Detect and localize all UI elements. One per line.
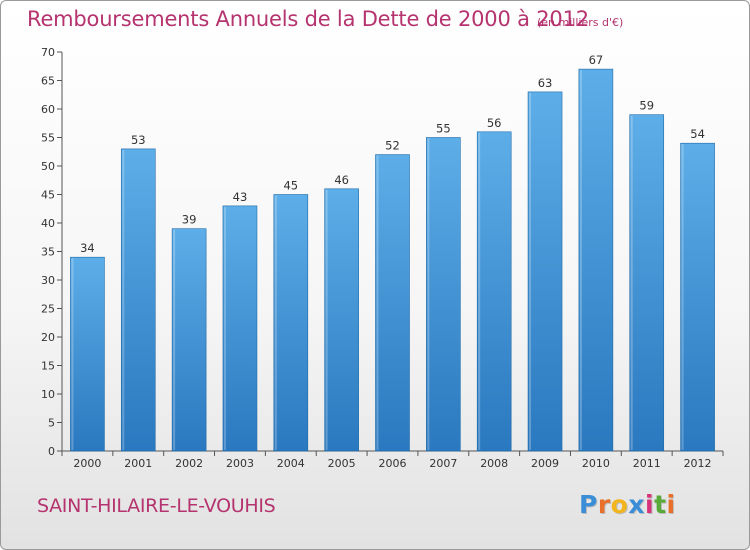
y-tick-label: 10 <box>41 388 55 401</box>
bar-2009 <box>527 91 563 452</box>
x-tick-label-2009: 2009 <box>531 457 559 470</box>
bar-highlight <box>71 258 74 450</box>
y-tick-label: 30 <box>41 274 55 287</box>
x-tick-label-2006: 2006 <box>379 457 407 470</box>
bar-highlight <box>325 189 328 451</box>
value-label-2001: 53 <box>131 133 146 147</box>
bar-highlight <box>630 115 633 450</box>
logo-letter: t <box>654 490 667 519</box>
unit-label: (en milliers d'€) <box>537 16 624 29</box>
y-tick-label: 50 <box>41 160 55 173</box>
value-label-2009: 63 <box>538 76 553 90</box>
bar-highlight <box>376 155 379 450</box>
bars <box>70 68 715 452</box>
value-label-2007: 55 <box>436 122 451 136</box>
x-tick-label-2008: 2008 <box>480 457 508 470</box>
y-tick-label: 55 <box>41 132 55 145</box>
bar-2001 <box>120 148 156 452</box>
proxiti-logo: Proxiti <box>579 490 676 519</box>
bar-highlight <box>681 144 684 450</box>
value-label-2004: 45 <box>283 179 298 193</box>
y-tick-label: 40 <box>41 217 55 230</box>
bar-2011 <box>629 114 665 452</box>
y-tick-label: 0 <box>48 445 55 458</box>
y-tick-label: 5 <box>48 417 55 430</box>
bar-2008 <box>476 131 512 452</box>
y-tick-label: 15 <box>41 360 55 373</box>
bar-2004 <box>273 194 309 452</box>
logo-letter: o <box>610 490 629 519</box>
x-tick-label-2010: 2010 <box>582 457 610 470</box>
y-tick-label: 60 <box>41 103 55 116</box>
bar-highlight <box>427 138 430 450</box>
value-label-2011: 59 <box>639 99 654 113</box>
bar-highlight <box>274 195 277 450</box>
y-tick-label: 25 <box>41 303 55 316</box>
value-label-2008: 56 <box>487 116 502 130</box>
bar-2007 <box>426 137 461 452</box>
logo-letter: i <box>645 490 655 519</box>
x-tick-label-2007: 2007 <box>429 457 457 470</box>
value-label-2006: 52 <box>385 139 400 153</box>
x-tick-label-2001: 2001 <box>124 457 152 470</box>
bar-2003 <box>222 205 258 452</box>
bar-2010 <box>578 68 614 452</box>
value-label-2003: 43 <box>233 190 248 204</box>
y-tick-label: 20 <box>41 331 55 344</box>
value-label-2002: 39 <box>182 213 197 227</box>
x-tick-label-2003: 2003 <box>226 457 254 470</box>
bar-2000 <box>70 256 105 452</box>
bar-highlight <box>223 206 226 450</box>
axes: 0 5 10 15 20 25 30 35 40 45 50 55 60 65 70 2000 2001 2002… <box>41 46 724 470</box>
y-tick-label: 35 <box>41 246 55 259</box>
chart-title: Remboursements Annuels de la Dette de 20… <box>27 7 589 31</box>
logo-letter: P <box>579 490 598 519</box>
y-tick-label: 45 <box>41 189 55 202</box>
bar-highlight <box>529 92 532 451</box>
bar-highlight <box>579 70 582 450</box>
value-label-2005: 46 <box>334 173 349 187</box>
value-label-2010: 67 <box>589 53 604 67</box>
bar-2006 <box>375 154 410 452</box>
bar-highlight <box>478 132 481 451</box>
y-tick-label: 70 <box>41 46 55 59</box>
value-label-2012: 54 <box>690 127 705 141</box>
x-tick-label-2004: 2004 <box>277 457 305 470</box>
commune-name: SAINT-HILAIRE-LE-VOUHIS <box>37 495 276 517</box>
value-labels: 34 53 39 43 45 46 52 55 56 63 67 59 54 <box>80 53 705 255</box>
y-tick-label: 65 <box>41 75 55 88</box>
logo-letter: r <box>597 490 611 519</box>
bar-2002 <box>171 228 207 452</box>
bar-highlight <box>173 229 176 450</box>
bar-2012 <box>680 142 715 452</box>
bar-highlight <box>122 149 125 450</box>
logo-letter: i <box>666 490 676 519</box>
logo-letter: x <box>628 490 645 519</box>
bar-2005 <box>324 188 359 452</box>
x-tick-label-2005: 2005 <box>328 457 356 470</box>
x-tick-label-2002: 2002 <box>175 457 203 470</box>
x-tick-label-2011: 2011 <box>633 457 661 470</box>
x-tick-label-2000: 2000 <box>73 457 101 470</box>
x-tick-label-2012: 2012 <box>684 457 712 470</box>
value-label-2000: 34 <box>80 241 95 255</box>
